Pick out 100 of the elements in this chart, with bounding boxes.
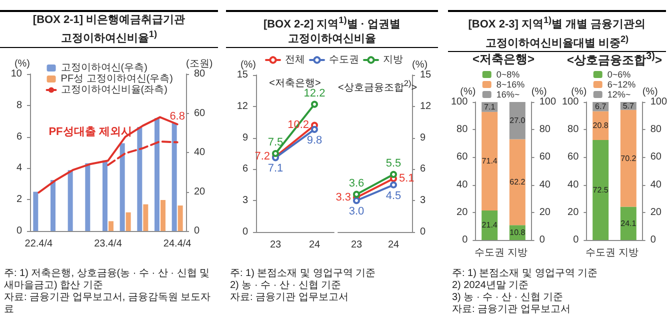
data-label: 3.6 <box>348 177 364 190</box>
x-tick-label: 22.4/4 <box>24 238 53 250</box>
bar <box>85 163 90 231</box>
y-tick-label: 9 <box>242 132 248 144</box>
y-tick-label: 0 <box>573 234 580 246</box>
legend-label: 고정이하여신(우측) <box>60 62 148 74</box>
y2-tick-label: 80 <box>194 68 206 80</box>
point <box>311 100 318 108</box>
y2-axis-title: (%) <box>531 86 547 98</box>
y-axis-title: (%) <box>240 60 256 71</box>
legend-label: 0~8% <box>496 70 520 80</box>
data-label: 27.0 <box>510 116 526 126</box>
x-tick-label: 수도권 <box>474 248 505 258</box>
legend-label: 지방 <box>383 54 403 66</box>
y-tick-label: 40 <box>568 179 580 190</box>
y2-tick-label: 12 <box>420 100 432 112</box>
x-tick-label: 23 <box>350 240 362 250</box>
data-label: 12.2 <box>304 87 326 100</box>
y2-tick-label: 60 <box>539 152 551 163</box>
y2-tick-label: 15 <box>420 70 432 80</box>
y2-tick-label: 100 <box>650 96 668 108</box>
legend-label: 0~6% <box>607 70 631 80</box>
bar <box>620 206 636 240</box>
data-label: 3.0 <box>348 206 364 218</box>
legend-label: 수도권 <box>329 54 359 66</box>
y2-axis-title: (%) <box>642 86 658 98</box>
point <box>353 190 360 198</box>
x-tick-label: 지방 <box>507 248 528 258</box>
text: 2) 농 · 수 · 산 · 신협 기준 <box>230 280 342 292</box>
y2-tick-label: 0 <box>539 234 546 246</box>
y-tick-label: 80 <box>456 124 468 136</box>
data-label: 70.2 <box>620 154 637 163</box>
chart-subtitle: <저축은행> <box>471 51 536 68</box>
y2-tick-label: 80 <box>539 124 551 136</box>
x-tick-label: 24 <box>388 240 400 250</box>
bar <box>154 118 160 231</box>
y2-tick-label: 3 <box>420 195 426 206</box>
y2-axis-title: (%) <box>412 60 428 71</box>
point <box>311 126 318 133</box>
data-label: 6.7 <box>595 102 607 112</box>
x-tick-label: 23.4/4 <box>94 238 122 250</box>
point <box>390 170 397 178</box>
x-tick-label: 24.4/4 <box>163 238 192 250</box>
bar <box>509 139 526 226</box>
legend-label: 6~12% <box>607 80 636 90</box>
bar <box>126 212 131 231</box>
point <box>390 181 397 188</box>
bar <box>592 111 609 140</box>
text: 3) 농 · 수 · 산 · 신협 기준 <box>452 292 564 304</box>
data-label: 10.8 <box>510 228 526 238</box>
y-axis-title: (%) <box>460 86 476 98</box>
bar <box>482 210 498 240</box>
y2-tick-label: 40 <box>194 147 206 158</box>
text: 2) 2024년말 기준 <box>452 280 530 292</box>
text: <상호금융조합$^{2)}$> <box>338 78 418 94</box>
y-axis-title: (%) <box>14 58 30 70</box>
bar <box>143 204 148 231</box>
chart-title: [BOX 2-1] 비은행예금취급기관 고정이하여신비율$^{1)}$ <box>0 10 218 48</box>
y2-tick-label: 60 <box>650 152 662 163</box>
y2-tick-label: 80 <box>650 124 662 136</box>
text: [BOX 2-3] 지역$^{1)}$별 개별 금융기관의 고정이하여신비율대별 비중$^{2)}$ <box>448 10 666 52</box>
x-tick-label: 수도권 <box>586 248 616 258</box>
y-tick-label: 2 <box>16 194 22 206</box>
data-label: 6.8 <box>170 110 185 123</box>
data-label: 5.7 <box>622 101 635 110</box>
data-label: 5.5 <box>386 157 402 170</box>
point <box>272 150 279 157</box>
chart-subtitle: <저축은행> <box>268 77 321 89</box>
data-label: 71.4 <box>482 156 498 166</box>
legend-label: 전체 <box>285 54 305 66</box>
data-label: 4.5 <box>386 190 402 202</box>
y-tick-label: 40 <box>456 179 468 190</box>
data-label: 21.4 <box>482 220 498 230</box>
bar <box>50 180 56 231</box>
data-label: 7.1 <box>484 102 496 112</box>
y2-tick-label: 6 <box>420 164 426 175</box>
text: 자료: 금융기관 업무보고서 <box>230 292 350 304</box>
bar <box>482 112 498 210</box>
legend-label: 8~16% <box>496 80 525 90</box>
y2-tick-label: 40 <box>650 179 662 190</box>
y-tick-label: 10 <box>10 68 22 80</box>
text: 주: 1) 본점소재 및 영업구역 기준 <box>230 268 377 280</box>
legend-label: 12%~ <box>607 90 631 100</box>
x-tick-label: 23 <box>270 240 282 250</box>
data-label: 24.1 <box>620 218 637 228</box>
bar <box>102 160 108 231</box>
y-tick-label: 6 <box>242 164 248 175</box>
bar <box>120 143 125 231</box>
legend-label: 고정이하여신비율(좌측) <box>60 84 168 96</box>
y-tick-label: 80 <box>568 124 580 136</box>
y-tick-label: 6 <box>16 131 22 142</box>
y-tick-label: 100 <box>562 96 580 108</box>
y2-tick-label: 0 <box>420 226 426 238</box>
y2-tick-label: 20 <box>650 206 662 218</box>
data-label: 7.1 <box>268 162 284 175</box>
y2-tick-label: 40 <box>539 179 551 190</box>
y2-tick-label: 60 <box>194 108 206 119</box>
bar <box>33 192 38 231</box>
data-label: 72.5 <box>592 185 609 194</box>
bar <box>509 102 526 140</box>
